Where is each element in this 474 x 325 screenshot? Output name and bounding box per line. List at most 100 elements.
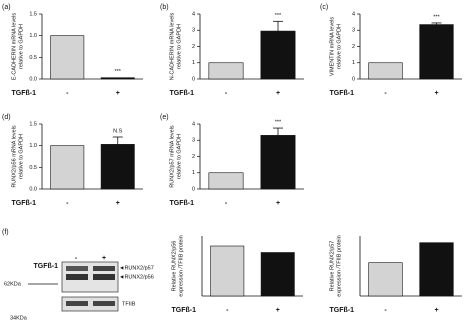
- y-tick-label: 0: [352, 76, 355, 82]
- y-axis-label: relative to GAPDH: [18, 134, 24, 179]
- y-tick-label: 3: [192, 138, 195, 144]
- y-tick-label: 0: [192, 186, 195, 192]
- bar: [50, 35, 85, 80]
- y-axis-label: E-CADHERIN mRNA levels: [11, 13, 17, 80]
- blot-band: [66, 301, 88, 306]
- panel-label: (f): [2, 229, 9, 236]
- panel-label: (d): [2, 114, 11, 121]
- bar: [260, 30, 296, 80]
- blot-band: [66, 274, 88, 280]
- y-axis-label: RUNX2/p57 mRNA levels: [169, 125, 175, 188]
- x-axis-label: TGFß-1: [12, 90, 37, 97]
- y-tick-label: 0: [192, 76, 195, 82]
- annotation: ***: [433, 14, 440, 20]
- x-axis-label: TGFß-1: [330, 90, 355, 97]
- blot-band: [93, 266, 115, 271]
- bar: [100, 77, 135, 80]
- x-axis-label: TGFß-1: [170, 90, 195, 97]
- bar: [419, 24, 454, 80]
- bar: [260, 135, 296, 190]
- blot-band: [66, 266, 88, 271]
- x-tick-label: +: [276, 307, 280, 314]
- x-tick-label: -: [384, 307, 387, 314]
- x-tick-label: -: [226, 307, 229, 314]
- bar: [208, 62, 244, 80]
- blot-treatment: TGFß-1: [34, 263, 59, 270]
- x-axis-label: TGFß-1: [330, 307, 355, 314]
- y-tick-label: 1.5: [29, 11, 37, 17]
- bar: [50, 145, 85, 190]
- y-tick-label: 4: [192, 121, 195, 127]
- y-tick-label: 0.0: [29, 186, 37, 192]
- x-tick-label: +: [116, 200, 120, 207]
- x-tick-label: -: [225, 200, 228, 207]
- blot-lane: -: [75, 255, 78, 262]
- x-tick-label: +: [276, 90, 280, 97]
- panel-label: (b): [160, 4, 169, 11]
- bar: [208, 172, 244, 190]
- y-tick-label: 1: [192, 60, 195, 66]
- y-axis-label: relative to GAPDH: [176, 24, 182, 69]
- control-label: TFIIB: [122, 301, 136, 307]
- blot-band-label: ◄RUNX2/p57: [119, 265, 154, 271]
- blot-band-label: ◄RUNX2/p56: [119, 274, 154, 280]
- marker-label: 34KDa: [10, 315, 28, 321]
- y-axis-label: relative to GAPDH: [176, 134, 182, 179]
- bar: [419, 242, 454, 297]
- x-tick-label: -: [66, 200, 69, 207]
- panel-label: (a): [2, 4, 11, 11]
- y-tick-label: 0.0: [29, 76, 37, 82]
- bar: [210, 245, 245, 297]
- blot-lane: +: [102, 255, 106, 262]
- y-tick-label: 1: [352, 60, 355, 66]
- y-tick-label: 1.0: [29, 143, 37, 149]
- annotation: ***: [275, 13, 282, 19]
- y-axis-label: Relative RUNX2/p57: [329, 241, 335, 292]
- y-axis-label: expression /TFIIB protein: [178, 235, 184, 296]
- annotation: N.S: [113, 128, 123, 134]
- panel-label: (e): [160, 114, 169, 121]
- y-tick-label: 3: [352, 28, 355, 34]
- x-tick-label: -: [66, 90, 69, 97]
- y-tick-label: 0.5: [29, 165, 37, 171]
- x-axis-label: TGFß-1: [170, 200, 195, 207]
- y-tick-label: 1: [192, 170, 195, 176]
- y-axis-label: N-CADHERIN mRNA levels: [169, 12, 175, 80]
- x-tick-label: +: [434, 307, 438, 314]
- y-tick-label: 0.5: [29, 55, 37, 61]
- bar: [368, 262, 403, 297]
- y-tick-label: 2: [352, 44, 355, 50]
- x-tick-label: +: [434, 90, 438, 97]
- x-axis-label: TGFß-1: [172, 307, 197, 314]
- x-tick-label: +: [116, 90, 120, 97]
- y-tick-label: 1.5: [29, 121, 37, 127]
- y-tick-label: 2: [192, 154, 195, 160]
- blot-band: [93, 301, 115, 306]
- y-axis-label: Relative RUNX2/p56: [171, 241, 177, 292]
- y-tick-label: 1.0: [29, 33, 37, 39]
- x-tick-label: +: [276, 200, 280, 207]
- marker-label: 62KDa: [4, 281, 22, 287]
- annotation: ***: [275, 120, 282, 126]
- y-tick-label: 4: [352, 11, 355, 17]
- annotation: ***: [115, 69, 122, 75]
- x-axis-label: TGFß-1: [12, 200, 37, 207]
- y-tick-label: 2: [192, 44, 195, 50]
- y-tick-label: 4: [192, 11, 195, 17]
- panel-label: (c): [320, 4, 328, 11]
- bar: [368, 62, 403, 80]
- x-tick-label: -: [225, 90, 228, 97]
- y-axis-label: relative to GAPDH: [336, 24, 342, 69]
- y-axis-label: RUNX2/p56 mRNA levels: [11, 125, 17, 188]
- y-axis-label: expression /TFIIB protein: [336, 235, 342, 296]
- bar: [260, 252, 295, 297]
- x-tick-label: -: [384, 90, 387, 97]
- y-axis-label: relative to GAPDH: [18, 24, 24, 69]
- blot-membrane: [61, 296, 119, 312]
- blot-band: [93, 274, 115, 280]
- y-tick-label: 3: [192, 28, 195, 34]
- y-axis-label: VIMENTIN mRNA levels: [329, 17, 335, 77]
- bar: [100, 144, 135, 190]
